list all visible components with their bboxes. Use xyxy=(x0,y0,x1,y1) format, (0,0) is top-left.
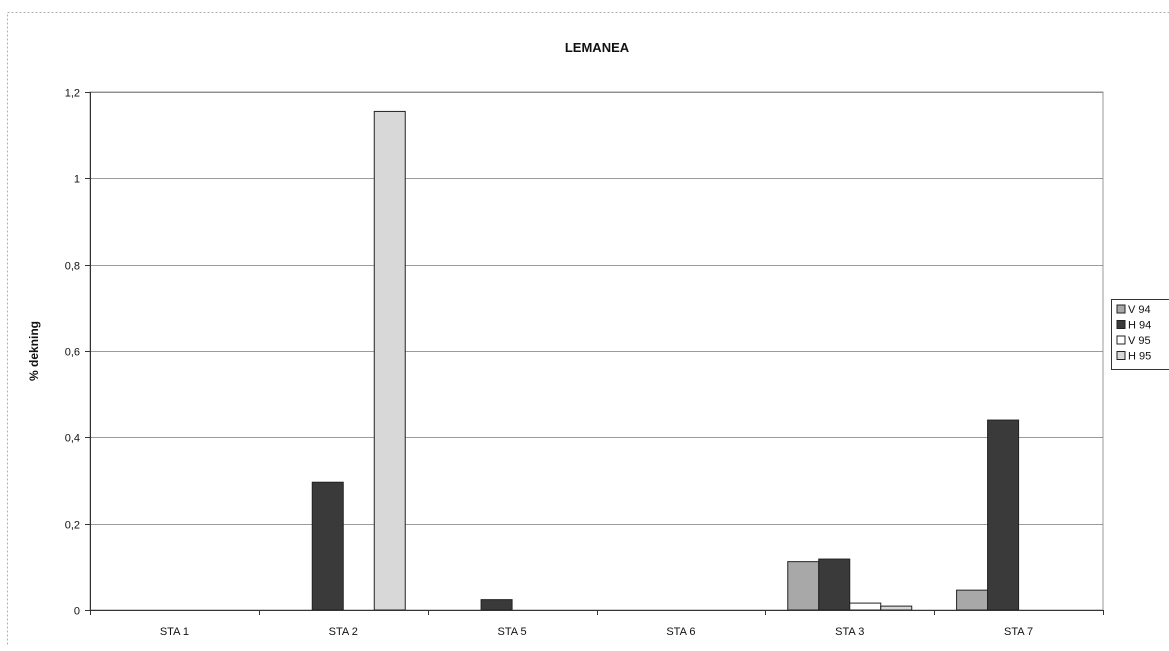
x-tick-label: STA 7 xyxy=(1004,626,1033,638)
chart-title: LEMANEA xyxy=(565,40,630,55)
legend-label: H 94 xyxy=(1128,320,1151,332)
legend-label: V 95 xyxy=(1128,335,1151,347)
y-tick-label: 1 xyxy=(74,174,80,186)
gridlines xyxy=(90,92,1103,610)
y-axis-label: % dekning xyxy=(27,321,41,381)
legend: V 94 H 94 V 95 H 95 xyxy=(1112,300,1169,370)
legend-swatch xyxy=(1117,321,1125,329)
bar-v-94-sta-3 xyxy=(788,562,819,610)
bar-h-94-sta-5 xyxy=(481,600,512,610)
bar-h-94-sta-3 xyxy=(819,559,850,610)
x-tick-label: STA 6 xyxy=(666,626,695,638)
bar-h-95-sta-3 xyxy=(881,606,912,610)
legend-label: V 94 xyxy=(1128,304,1151,316)
bar-h-94-sta-2 xyxy=(312,482,343,610)
legend-swatch xyxy=(1117,305,1125,313)
y-tick-label: 0,4 xyxy=(65,433,80,445)
bar-v-95-sta-3 xyxy=(850,603,881,610)
bar-h-95-sta-2 xyxy=(374,111,405,610)
y-tick-label: 0,2 xyxy=(65,520,80,532)
x-tick-label: STA 1 xyxy=(160,626,189,638)
legend-swatch xyxy=(1117,352,1125,360)
y-tick-label: 1,2 xyxy=(65,88,80,100)
bar-v-94-sta-7 xyxy=(957,590,988,610)
y-tick-label: 0,6 xyxy=(65,347,80,359)
plot-area xyxy=(90,92,1103,610)
legend-swatch xyxy=(1117,336,1125,344)
y-tick-label: 0,8 xyxy=(65,261,80,273)
legend-label: H 95 xyxy=(1128,351,1151,363)
x-tick-label: STA 2 xyxy=(329,626,358,638)
y-tick-label: 0 xyxy=(74,606,80,618)
x-tick-label: STA 5 xyxy=(498,626,527,638)
x-tick-label: STA 3 xyxy=(835,626,864,638)
bar-h-94-sta-7 xyxy=(988,420,1019,610)
